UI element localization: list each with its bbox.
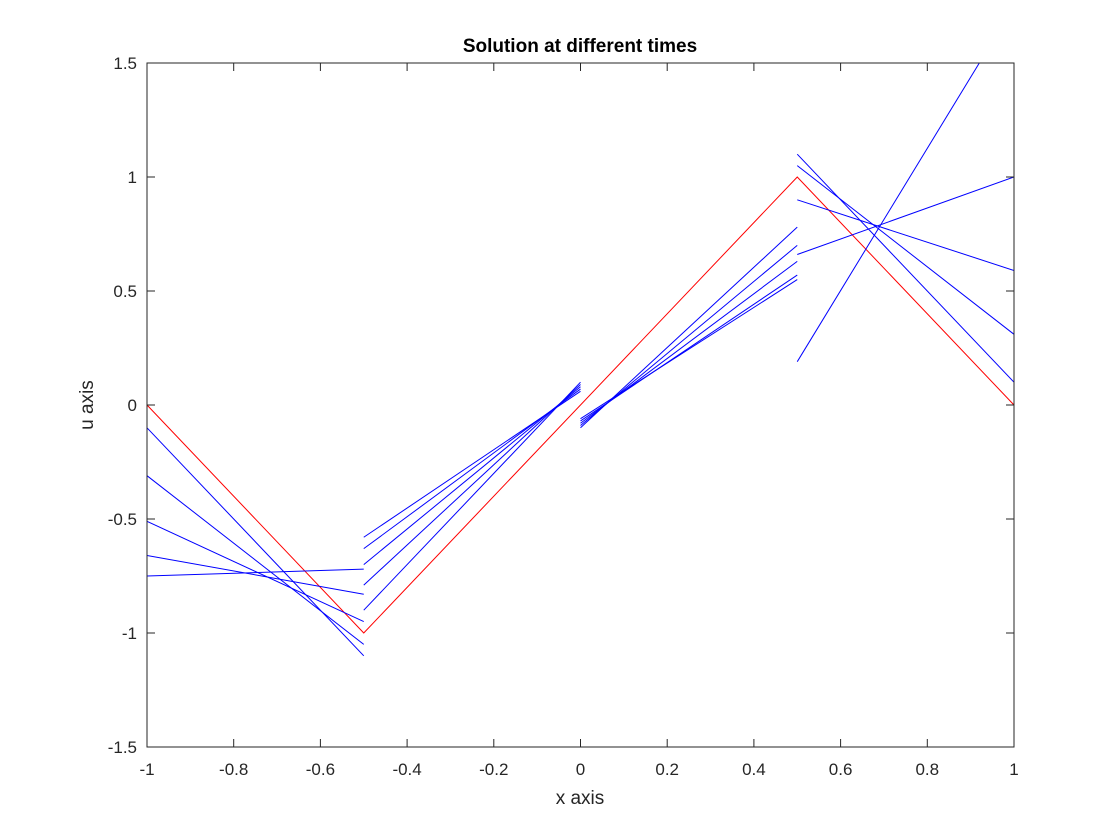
x-tick-label: -0.2 bbox=[479, 760, 508, 779]
series-1-segment-1 bbox=[363, 381, 581, 611]
chart-title: Solution at different times bbox=[463, 36, 697, 57]
series-3 bbox=[147, 199, 1014, 623]
y-tick-label: -0.5 bbox=[108, 510, 137, 529]
y-tick-label: -1 bbox=[122, 624, 137, 643]
series-4-segment-2 bbox=[580, 274, 798, 422]
series-5-segment-3 bbox=[796, 63, 980, 362]
x-tick-label: -1 bbox=[139, 760, 154, 779]
series-3-segment-3 bbox=[797, 199, 1014, 271]
x-tick-label: 0.4 bbox=[742, 760, 766, 779]
series-3-segment-1 bbox=[363, 386, 581, 565]
series-0-segment-0 bbox=[147, 176, 1014, 634]
series-4-segment-3 bbox=[797, 176, 1014, 255]
x-tick-label: 0.8 bbox=[915, 760, 939, 779]
y-tick-label: 1.5 bbox=[113, 54, 137, 73]
series-2-segment-1 bbox=[363, 384, 581, 586]
series-layer bbox=[147, 63, 1014, 657]
series-5-segment-0 bbox=[147, 568, 364, 577]
y-tick-label: 0.5 bbox=[113, 282, 137, 301]
series-0 bbox=[147, 176, 1014, 634]
x-tick-label: -0.8 bbox=[219, 760, 248, 779]
x-tick-label: 0 bbox=[576, 760, 585, 779]
series-1-segment-2 bbox=[580, 226, 798, 429]
x-tick-label: 1 bbox=[1009, 760, 1018, 779]
series-3-segment-0 bbox=[147, 520, 364, 623]
series-1 bbox=[147, 153, 1014, 657]
series-5-segment-2 bbox=[580, 279, 798, 420]
y-axis-label: u axis bbox=[77, 380, 98, 430]
x-axis-label: x axis bbox=[556, 788, 605, 809]
series-5-segment-1 bbox=[363, 390, 581, 538]
series-5 bbox=[147, 63, 980, 577]
series-1-segment-0 bbox=[147, 427, 365, 657]
x-tick-label: 0.6 bbox=[829, 760, 853, 779]
y-ticks: -1.5 -1 -0.5 0 0.5 1 1.5 bbox=[108, 54, 1014, 757]
series-2-segment-0 bbox=[147, 475, 365, 645]
x-ticks: -1 -0.8 -0.6 -0.4 -0.2 0 0.2 0.4 0.6 0.8 1 bbox=[139, 63, 1019, 779]
y-tick-label: 1 bbox=[128, 168, 137, 187]
series-2-segment-3 bbox=[796, 165, 1014, 335]
x-tick-label: 0.2 bbox=[655, 760, 679, 779]
x-tick-label: -0.6 bbox=[306, 760, 335, 779]
x-tick-label: -0.4 bbox=[392, 760, 421, 779]
y-tick-label: -1.5 bbox=[108, 738, 137, 757]
series-4-segment-0 bbox=[147, 554, 364, 595]
series-1-segment-3 bbox=[796, 153, 1014, 383]
y-tick-label: 0 bbox=[128, 396, 137, 415]
